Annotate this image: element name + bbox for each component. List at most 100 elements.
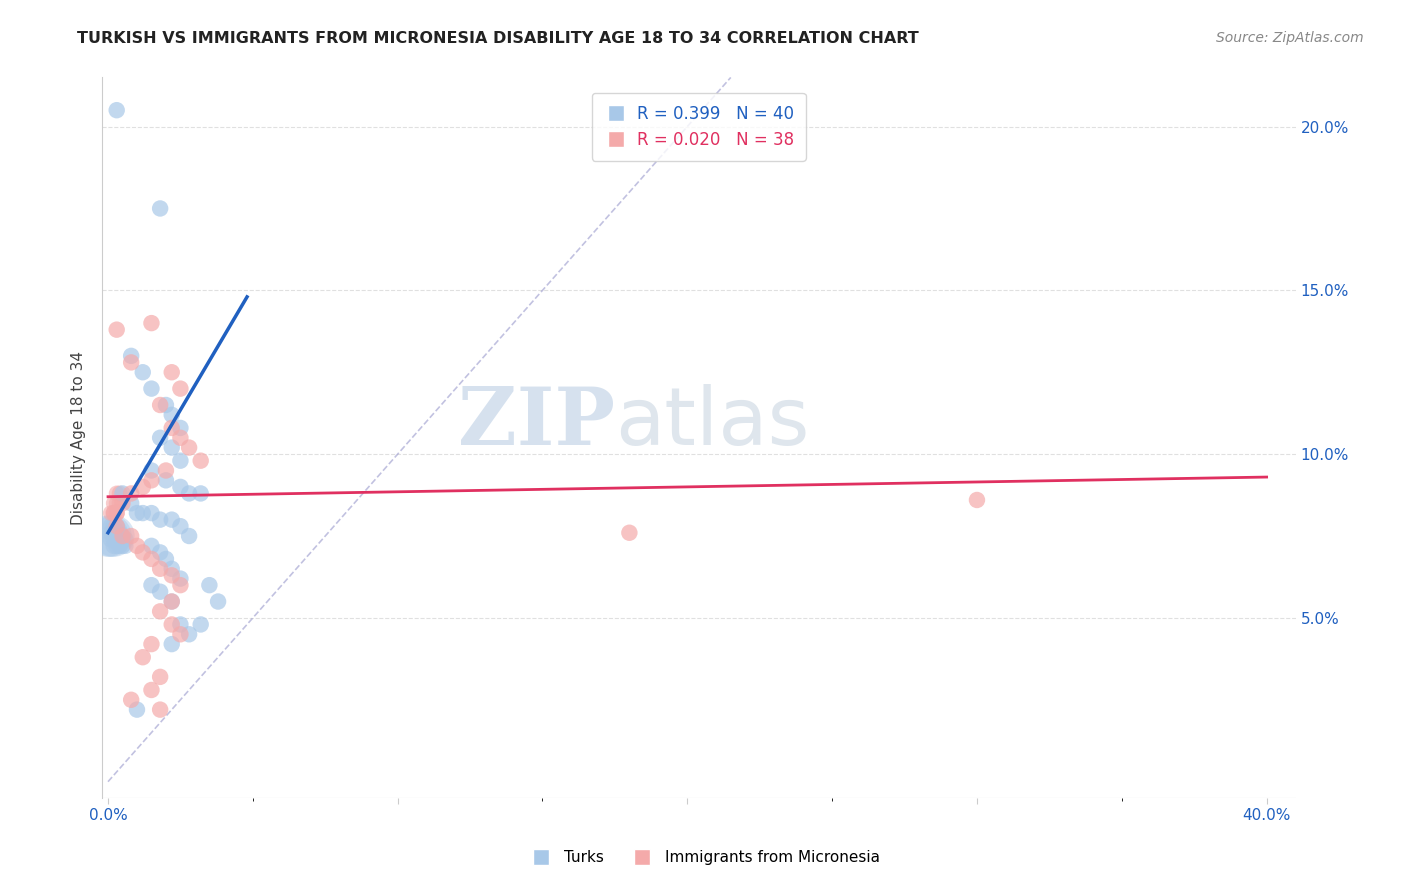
Point bbox=[125, 506, 148, 520]
Point bbox=[619, 525, 641, 540]
Point bbox=[160, 562, 183, 576]
Point bbox=[149, 604, 172, 618]
Point bbox=[103, 506, 125, 520]
Point bbox=[132, 650, 155, 665]
Point bbox=[141, 683, 163, 698]
Point bbox=[190, 453, 212, 467]
Point bbox=[155, 473, 177, 487]
Point bbox=[160, 594, 183, 608]
Point bbox=[120, 496, 142, 510]
Point bbox=[114, 539, 136, 553]
Point bbox=[105, 519, 128, 533]
Text: ZIP: ZIP bbox=[458, 384, 616, 462]
Point bbox=[105, 519, 128, 533]
Point bbox=[149, 562, 172, 576]
Point bbox=[108, 539, 131, 553]
Point bbox=[169, 421, 191, 435]
Point bbox=[169, 382, 191, 396]
Point bbox=[105, 533, 128, 547]
Point bbox=[966, 493, 988, 508]
Point bbox=[103, 506, 125, 520]
Point bbox=[141, 316, 163, 330]
Point bbox=[169, 431, 191, 445]
Point bbox=[111, 486, 134, 500]
Point bbox=[132, 365, 155, 379]
Point bbox=[132, 545, 155, 559]
Point bbox=[141, 382, 163, 396]
Point bbox=[105, 506, 128, 520]
Point bbox=[108, 525, 131, 540]
Point bbox=[100, 533, 122, 547]
Point bbox=[141, 463, 163, 477]
Point bbox=[108, 496, 131, 510]
Point bbox=[103, 496, 125, 510]
Point bbox=[160, 568, 183, 582]
Point bbox=[160, 617, 183, 632]
Point bbox=[125, 703, 148, 717]
Point bbox=[160, 365, 183, 379]
Point bbox=[100, 525, 122, 540]
Point bbox=[149, 584, 172, 599]
Point bbox=[149, 431, 172, 445]
Point bbox=[141, 473, 163, 487]
Point bbox=[132, 506, 155, 520]
Point bbox=[149, 202, 172, 216]
Point bbox=[169, 480, 191, 494]
Point bbox=[120, 355, 142, 369]
Point bbox=[111, 539, 134, 553]
Point bbox=[169, 519, 191, 533]
Text: atlas: atlas bbox=[616, 384, 810, 462]
Point bbox=[114, 533, 136, 547]
Point bbox=[169, 453, 191, 467]
Point bbox=[103, 519, 125, 533]
Point bbox=[179, 486, 201, 500]
Point bbox=[105, 539, 128, 553]
Point bbox=[179, 529, 201, 543]
Point bbox=[149, 703, 172, 717]
Point bbox=[169, 572, 191, 586]
Point bbox=[155, 398, 177, 412]
Point bbox=[105, 496, 128, 510]
Point bbox=[149, 513, 172, 527]
Text: Source: ZipAtlas.com: Source: ZipAtlas.com bbox=[1216, 31, 1364, 45]
Point bbox=[155, 552, 177, 566]
Point bbox=[198, 578, 221, 592]
Point bbox=[100, 529, 122, 543]
Text: TURKISH VS IMMIGRANTS FROM MICRONESIA DISABILITY AGE 18 TO 34 CORRELATION CHART: TURKISH VS IMMIGRANTS FROM MICRONESIA DI… bbox=[77, 31, 920, 46]
Point bbox=[190, 617, 212, 632]
Point bbox=[120, 486, 142, 500]
Point bbox=[160, 637, 183, 651]
Point bbox=[132, 480, 155, 494]
Point bbox=[149, 398, 172, 412]
Legend: Turks, Immigrants from Micronesia: Turks, Immigrants from Micronesia bbox=[520, 844, 886, 871]
Point bbox=[141, 506, 163, 520]
Point bbox=[103, 533, 125, 547]
Point bbox=[207, 594, 229, 608]
Point bbox=[141, 539, 163, 553]
Point bbox=[103, 539, 125, 553]
Point bbox=[100, 506, 122, 520]
Point bbox=[125, 539, 148, 553]
Point bbox=[108, 533, 131, 547]
Point bbox=[169, 617, 191, 632]
Point bbox=[160, 594, 183, 608]
Point bbox=[141, 552, 163, 566]
Point bbox=[111, 533, 134, 547]
Point bbox=[149, 670, 172, 684]
Point bbox=[100, 519, 122, 533]
Point bbox=[103, 529, 125, 543]
Point bbox=[111, 496, 134, 510]
Point bbox=[160, 441, 183, 455]
Point bbox=[179, 627, 201, 641]
Point bbox=[97, 529, 120, 543]
Point bbox=[120, 349, 142, 363]
Point bbox=[105, 506, 128, 520]
Point bbox=[141, 637, 163, 651]
Point bbox=[179, 441, 201, 455]
Point bbox=[160, 421, 183, 435]
Point bbox=[108, 486, 131, 500]
Point bbox=[105, 486, 128, 500]
Y-axis label: Disability Age 18 to 34: Disability Age 18 to 34 bbox=[72, 351, 86, 524]
Point bbox=[169, 578, 191, 592]
Point bbox=[169, 627, 191, 641]
